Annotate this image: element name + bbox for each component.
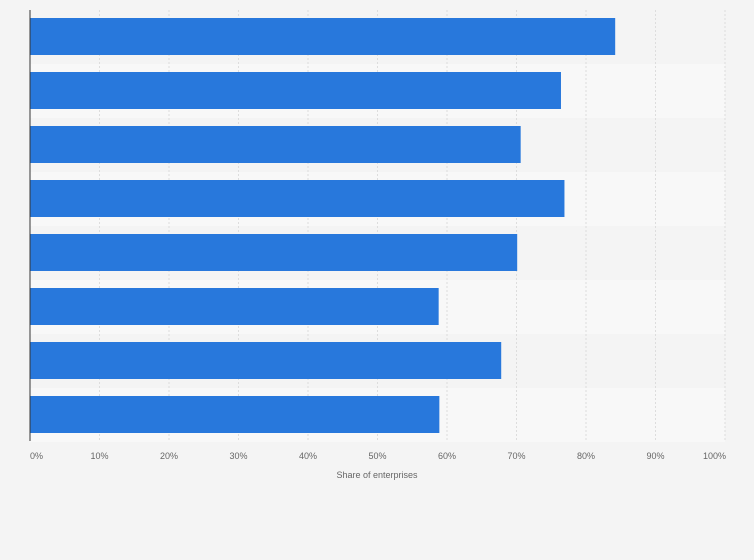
x-tick-label: 90% <box>646 451 664 461</box>
bar[interactable] <box>30 126 521 163</box>
x-tick-label: 20% <box>160 451 178 461</box>
bar[interactable] <box>30 396 440 433</box>
x-tick-label: 40% <box>299 451 317 461</box>
x-axis-title: Share of enterprises <box>336 470 418 480</box>
x-tick-label: 60% <box>438 451 456 461</box>
x-tick-label: 0% <box>30 451 43 461</box>
x-tick-labels: 0% 10% 20% 30% 40% 50% 60% 70% 80% 90% 100% <box>30 451 726 461</box>
x-tick-label: 10% <box>90 451 108 461</box>
x-tick-label: 100% <box>703 451 726 461</box>
bars <box>30 18 616 433</box>
x-tick-label: 70% <box>507 451 525 461</box>
bar[interactable] <box>30 72 561 109</box>
bar[interactable] <box>30 18 616 55</box>
x-tick-label: 50% <box>368 451 386 461</box>
x-tick-label: 30% <box>229 451 247 461</box>
bar[interactable] <box>30 288 439 325</box>
bar[interactable] <box>30 342 502 379</box>
bar[interactable] <box>30 234 518 271</box>
x-tick-label: 80% <box>577 451 595 461</box>
bar[interactable] <box>30 180 565 217</box>
